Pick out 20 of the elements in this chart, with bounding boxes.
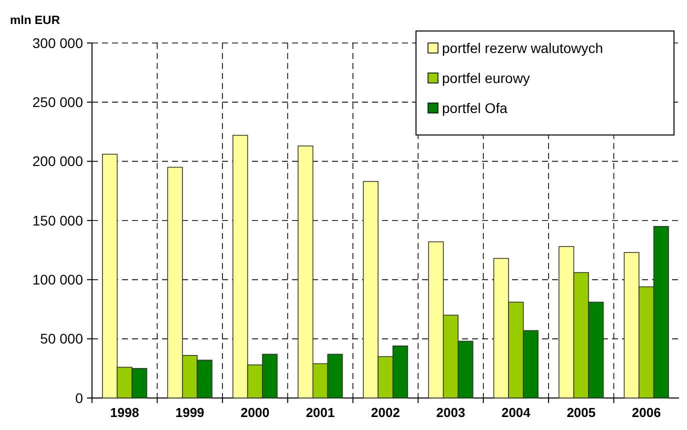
x-tick-label: 2002 (371, 405, 400, 420)
y-tick-label: 100 000 (32, 272, 84, 288)
y-tick-label: 300 000 (32, 34, 84, 51)
legend-label: portfel Ofa (442, 100, 508, 116)
x-tick-label: 1999 (175, 405, 204, 420)
y-tick-label: 200 000 (32, 153, 84, 170)
legend-label: portfel eurowy (442, 70, 530, 86)
y-tick-label: 150 000 (32, 212, 84, 228)
x-tick-label: 1998 (110, 405, 140, 420)
legend-label: portfel rezerw walutowych (442, 40, 604, 56)
x-tick-label: 2003 (436, 405, 466, 420)
x-tick-label: 2000 (240, 405, 270, 420)
y-tick-label: 50 000 (40, 330, 84, 347)
y-axis-title: mln EUR (10, 13, 60, 27)
x-tick-label: 2006 (632, 405, 661, 420)
x-tick-label: 2005 (566, 405, 596, 420)
y-tick-label: 250 000 (32, 94, 84, 110)
x-tick-label: 2001 (306, 405, 335, 420)
y-tick-label: 0 (75, 390, 84, 406)
x-tick-label: 2004 (501, 405, 532, 420)
